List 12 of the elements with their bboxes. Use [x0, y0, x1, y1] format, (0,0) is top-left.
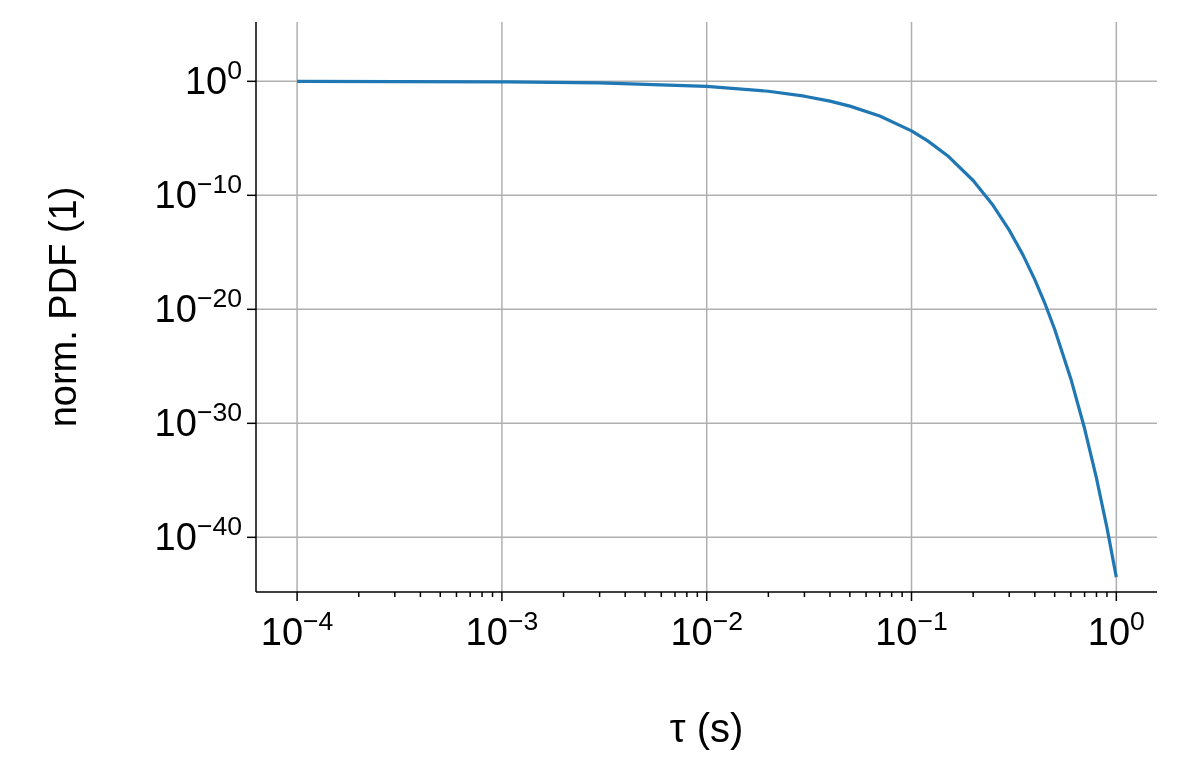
x-tick-label: 10$^{0}$ — [1087, 606, 1145, 653]
y-tick-label: 10$^{−30}$ — [154, 397, 242, 445]
y-tick-label: 10$^{−10}$ — [154, 169, 242, 217]
x-tick-label: 10$^{−1}$ — [875, 606, 948, 653]
y-axis-title: norm. PDF (1) — [42, 186, 84, 428]
y-tick-label: 10$^{−20}$ — [154, 283, 242, 331]
x-tick-label: 10$^{−4}$ — [260, 606, 334, 653]
x-tick-label: 10$^{−3}$ — [465, 606, 539, 653]
y-tick-label: 10$^{0}$ — [184, 55, 242, 103]
x-tick-label: 10$^{−2}$ — [670, 606, 744, 653]
y-tick-label: 10$^{−40}$ — [154, 511, 242, 559]
x-axis-title: τ (s) — [669, 706, 744, 750]
